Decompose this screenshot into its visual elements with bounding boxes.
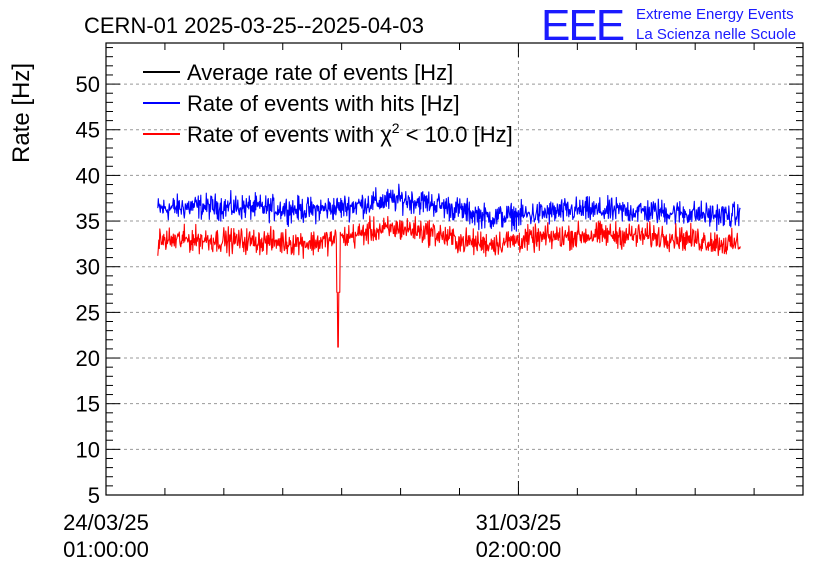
- y-tick-label: 40: [76, 163, 100, 188]
- logo-line-1: Extreme Energy Events: [636, 6, 794, 23]
- eee-logo-mark: EEE: [541, 1, 624, 50]
- y-tick-label: 35: [76, 209, 100, 234]
- x-tick-time: 01:00:00: [63, 537, 149, 562]
- eee-logo: EEE Extreme Energy Events La Scienza nel…: [541, 1, 796, 50]
- y-tick-label: 50: [76, 72, 100, 97]
- legend-label-hits: Rate of events with hits [Hz]: [187, 91, 460, 116]
- legend-label-chi2-symbol: χ: [380, 122, 392, 147]
- x-tick-date: 31/03/25: [476, 510, 562, 535]
- y-tick-labels: 5 10 15 20 25 30 35 40 45 50: [76, 72, 100, 508]
- x-tick-time: 02:00:00: [476, 537, 562, 562]
- y-tick-label: 30: [76, 255, 100, 280]
- y-tick-label: 45: [76, 118, 100, 143]
- legend-label-average: Average rate of events [Hz]: [187, 60, 453, 85]
- y-tick-label: 10: [76, 437, 100, 462]
- legend-label-chi2: Rate of events with χ2 < 10.0 [Hz]: [187, 120, 513, 147]
- legend: Average rate of events [Hz] Rate of even…: [143, 60, 513, 147]
- y-tick-label: 25: [76, 300, 100, 325]
- plot-frame: [105, 42, 804, 496]
- y-tick-label: 20: [76, 346, 100, 371]
- series-chi2-line: [157, 215, 741, 348]
- x-tick-date: 24/03/25: [63, 510, 149, 535]
- legend-label-chi2-suffix: < 10.0 [Hz]: [400, 122, 513, 147]
- series-hits-line: [157, 183, 741, 232]
- legend-label-chi2-prefix: Rate of events with: [187, 122, 380, 147]
- y-tick-label: 15: [76, 392, 100, 417]
- axis-ticks: [105, 43, 803, 496]
- y-axis-label: Rate [Hz]: [8, 63, 35, 163]
- chart-title: CERN-01 2025-03-25--2025-04-03: [84, 13, 424, 38]
- series-layer: [157, 183, 741, 348]
- grid-lines: [106, 43, 803, 495]
- legend-label-chi2-sup: 2: [392, 120, 400, 136]
- logo-line-2: La Scienza nelle Scuole: [636, 26, 796, 43]
- y-tick-label: 5: [88, 483, 100, 508]
